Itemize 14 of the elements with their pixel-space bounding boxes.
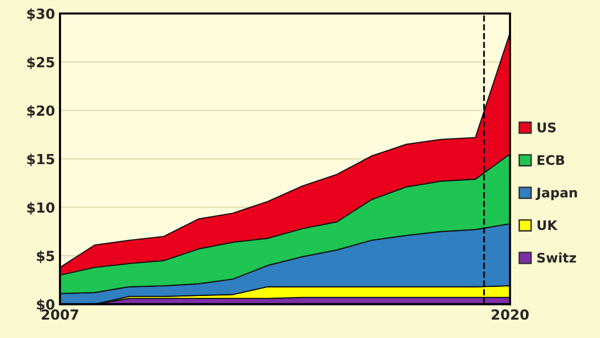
legend-label: US — [538, 122, 556, 132]
y-tick-label: $30 — [27, 8, 54, 21]
y-tick-label: $10 — [27, 202, 54, 215]
legend-label: ECB — [538, 155, 564, 166]
y-tick-label: $20 — [27, 105, 54, 118]
y-tick-label: $5 — [36, 250, 54, 264]
legend-label: Switz — [537, 252, 576, 263]
x-tick-label: 2007 — [42, 309, 78, 320]
x-tick-label: 2020 — [492, 309, 529, 320]
y-tick-label: $0 — [36, 298, 54, 312]
legend-label: Japan — [536, 188, 577, 200]
y-tick-label: $25 — [27, 56, 54, 70]
legend-label: UK — [538, 220, 558, 230]
y-tick-label: $15 — [27, 154, 54, 166]
